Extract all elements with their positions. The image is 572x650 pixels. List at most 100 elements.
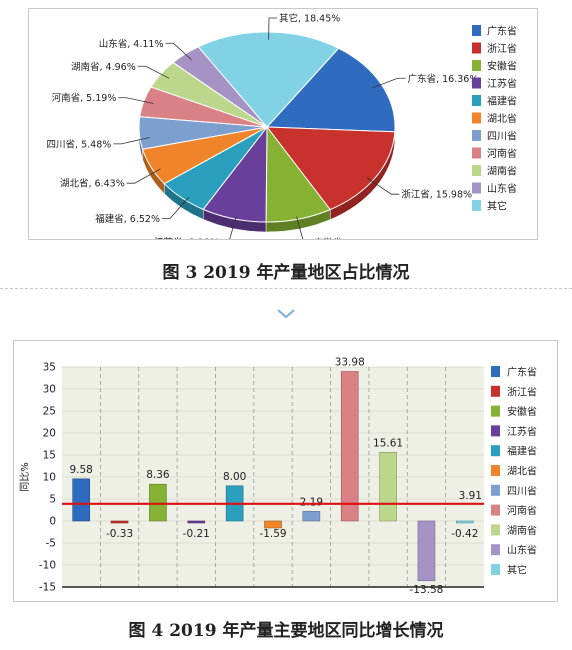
pie-legend-label-1: 广东省 [487,25,517,38]
y-tick-label-9: -5 [46,538,56,550]
pie-label-11: 其它, 18.45% [279,13,340,25]
y-tick-label-3: 25 [43,406,56,418]
bar-legend-swatch-1 [491,366,500,377]
bar-legend-swatch-5 [491,445,500,457]
pie-legend-label-10: 山东省 [487,182,517,195]
bar-legend-swatch-7 [491,484,500,496]
bar-value-label-5: 8.00 [223,471,246,483]
pie-legend-swatch-8 [472,147,481,159]
bar-4 [187,520,206,524]
pie-leader-line-7 [113,137,150,145]
pie-legend-swatch-10 [472,182,481,194]
pie-labels: 广东省, 16.36% 浙江省, 15.98% 安徽省, 8.34% 江苏省, 8.1… [47,13,479,239]
pie-leader-line-3 [296,216,304,239]
pie-leader-line-11 [268,17,278,40]
bar-legend-label-6: 湖北省 [507,465,537,478]
pie-leader-line-8 [118,97,154,104]
pie-legend-swatch-2 [472,42,481,54]
bar-value-label-7: 2.19 [300,496,323,508]
pie-legend-label-8: 河南省 [487,147,517,160]
pie-label-5: 福建省, 6.52% [95,213,160,225]
pie-leader-line-4 [229,216,237,239]
bar-legend-swatch-9 [491,524,500,536]
pie-label-7: 四川省, 5.48% [47,138,112,150]
bar-value-labels: 9.58 -0.33 8.36 -0.21 8.00 -1.59 2.19 33.98 15.6… [69,356,478,595]
bar-chart-panel: 35 30 25 20 15 10 5 0 -5 -10 -15 同比% 9.58 -0.33 8.36 -0… [13,340,558,602]
pie-legend-label-9: 湖南省 [487,165,517,178]
pie-legend-swatch-5 [472,95,481,106]
bar-legend-swatch-4 [491,425,500,437]
pie-legend-label-6: 湖北省 [487,112,517,125]
pie-leader-line-1 [372,77,406,89]
y-axis-label: 同比% [19,462,31,492]
y-tick-label-10: -10 [39,560,56,572]
y-tick-label-4: 20 [43,428,56,440]
pie-label-8: 河南省, 5.19% [52,92,117,104]
bar-2 [110,520,129,524]
x-gridlines [99,367,447,587]
figure-4-caption: 图 4 2019 年产量主要地区同比增长情况 [128,621,444,641]
bar-value-label-9: 15.61 [373,437,403,449]
figure-3-caption: 图 3 2019 年产量地区占比情况 [162,263,410,283]
y-tick-label-2: 30 [43,384,56,396]
bar-10 [417,520,436,582]
bar-legend-label-5: 福建省 [507,445,537,458]
chevron-down-icon[interactable] [276,308,296,320]
pie-chart: 广东省, 16.36% 浙江省, 15.98% 安徽省, 8.34% 江苏省, 8.1… [47,13,517,239]
pie-leader-line-5 [162,197,190,219]
pie-legend-label-11: 其它 [487,200,507,213]
pie-leader-line-6 [126,168,161,184]
pie-legend-swatch-11 [472,200,481,211]
bar-value-label-4: -0.21 [183,528,210,540]
y-tick-labels: 35 30 25 20 15 10 5 0 -5 -10 -15 [39,362,56,594]
pie-leader-line-2 [367,177,400,195]
bar-value-label-2: -0.33 [106,528,133,540]
pie-legend-swatch-6 [472,112,481,124]
bar-value-label-3: 8.36 [146,469,170,481]
bar-value-label-1: 9.58 [69,464,92,476]
pie-legend-swatch-7 [472,130,481,141]
y-tick-label-1: 35 [43,362,56,374]
pie-leader-line-10 [165,42,192,61]
pie-label-2: 浙江省, 15.98% [401,189,472,201]
bar-value-label-8: 33.98 [335,356,365,368]
bar-legend-swatch-3 [491,405,500,417]
bar-legend-swatch-11 [491,564,500,575]
bar-6 [264,520,282,529]
pie-legend-label-2: 浙江省 [487,42,517,55]
bar-legend-label-3: 安徽省 [507,405,537,418]
pie-label-1: 广东省, 16.36% [408,73,479,85]
pie-legend-label-3: 安徽省 [487,60,517,73]
bar-chart: 35 30 25 20 15 10 5 0 -5 -10 -15 同比% 9.58 -0.33 8.36 -0… [19,356,537,595]
y-tick-label-7: 5 [49,494,56,506]
pie-label-4: 江苏省, 8.18% [154,237,219,239]
bar-9 [379,452,397,522]
bar-value-label-6: -1.59 [259,528,286,540]
bar-legend-label-11: 其它 [507,564,527,577]
pie-label-10: 山东省, 4.11% [99,38,164,50]
pie-legend-label-7: 四川省 [487,130,517,143]
section-divider [0,288,572,289]
bar-value-label-11: -0.42 [451,528,478,540]
pie-slices [138,31,396,223]
y-tick-label-8: 0 [49,516,56,528]
pie-chart-panel: 广东省, 16.36% 浙江省, 15.98% 安徽省, 8.34% 江苏省, 8.1… [28,8,538,240]
pie-legend-label-5: 福建省 [487,95,517,108]
pie-legend-label-4: 江苏省 [487,77,517,90]
pie-slice-2 [265,126,396,211]
pie-label-6: 湖北省, 6.43% [60,178,125,190]
reference-line-label: 3.91 [459,490,482,502]
pie-legend-swatch-4 [472,77,481,89]
bar-legend-swatch-8 [491,504,500,516]
bar-legend-swatch-6 [491,465,500,476]
pie-leader-line-9 [137,65,170,79]
bars [72,371,474,582]
bar-legend-label-8: 河南省 [507,504,537,517]
y-tick-label-11: -15 [39,582,56,594]
pie-label-3: 安徽省, 8.34% [314,237,379,239]
bar-value-label-10: -13.58 [410,584,444,596]
bar-1 [72,478,90,522]
bar-legend-swatch-10 [491,544,500,556]
bar-8 [340,371,359,522]
